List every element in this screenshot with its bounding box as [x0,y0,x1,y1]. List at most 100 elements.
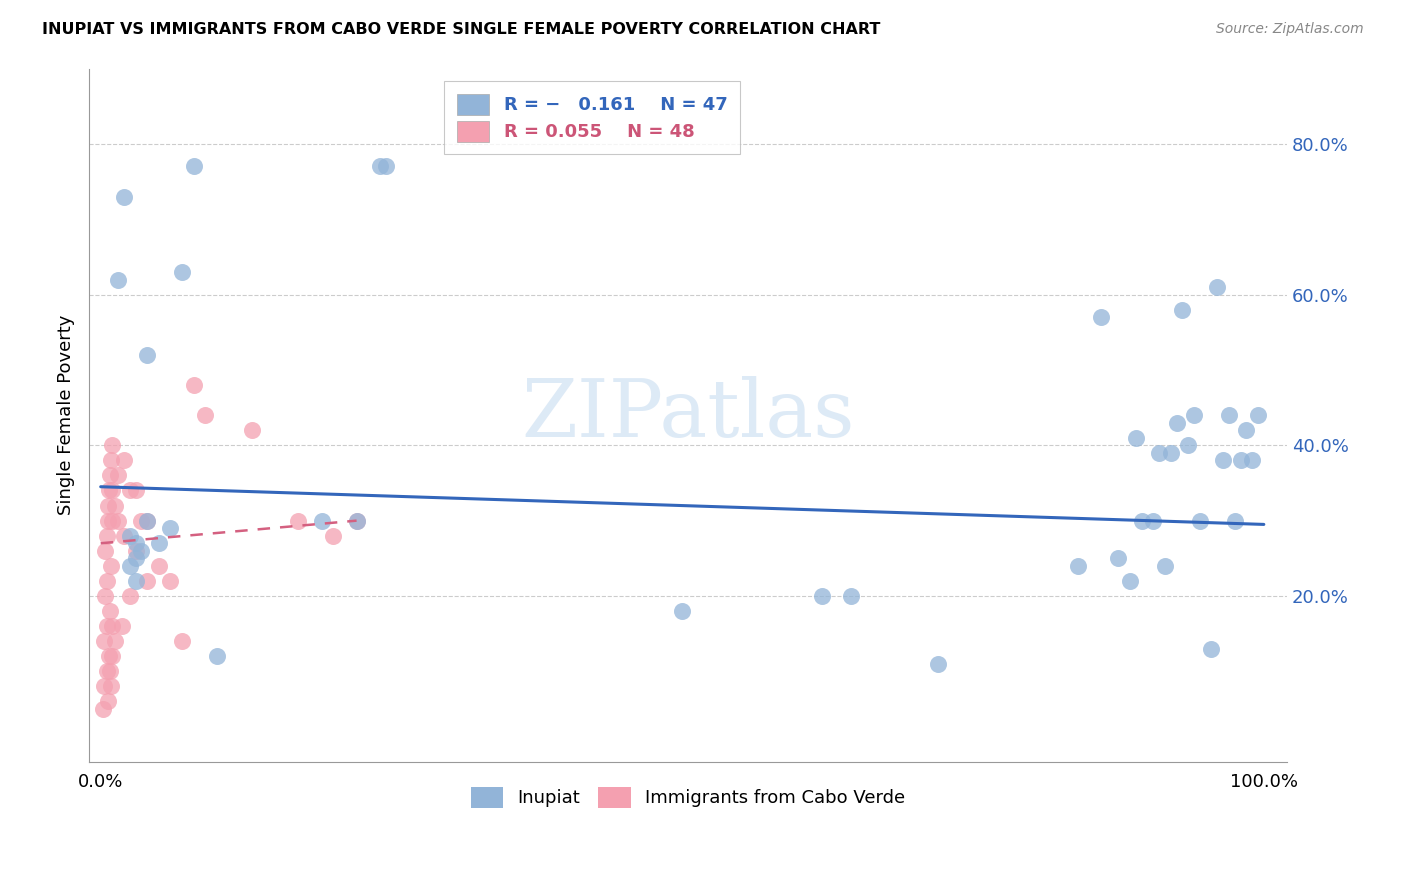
Point [98,468,121,483]
Point [101,483,124,498]
Point [97,514,120,528]
Point [368,160,391,174]
Point [118,529,141,543]
Point [97,694,120,708]
Point [1125,431,1147,445]
Point [1119,574,1142,588]
Text: Source: ZipAtlas.com: Source: ZipAtlas.com [1216,22,1364,37]
Point [1212,453,1234,467]
Point [1130,514,1153,528]
Point [159,521,181,535]
Point [118,558,141,573]
Text: INUPIAT VS IMMIGRANTS FROM CABO VERDE SINGLE FEMALE POVERTY CORRELATION CHART: INUPIAT VS IMMIGRANTS FROM CABO VERDE SI… [42,22,880,37]
Point [124,551,146,566]
Point [1177,438,1199,452]
Point [1206,280,1229,294]
Point [107,468,129,483]
Point [1201,641,1223,656]
Point [97,483,120,498]
Point [96,619,118,633]
Point [98,604,121,618]
Point [100,558,122,573]
Point [1147,446,1170,460]
Point [136,348,159,362]
Point [124,574,146,588]
Point [124,543,146,558]
Point [118,483,141,498]
Point [194,408,217,422]
Point [1241,453,1264,467]
Point [104,499,127,513]
Point [839,589,862,603]
Point [148,536,170,550]
Point [1182,408,1205,422]
Point [93,680,115,694]
Point [93,634,115,648]
Point [98,665,121,679]
Point [346,514,368,528]
Point [107,272,129,286]
Point [131,543,153,558]
Point [183,378,205,392]
Point [100,680,122,694]
Point [1218,408,1240,422]
Point [96,574,118,588]
Point [112,529,135,543]
Point [101,649,124,664]
Point [131,514,153,528]
Point [1160,446,1182,460]
Point [148,558,170,573]
Point [112,189,135,203]
Point [1223,514,1246,528]
Point [107,514,129,528]
Point [240,423,263,437]
Point [811,589,834,603]
Point [96,529,118,543]
Point [91,702,114,716]
Point [1166,416,1188,430]
Point [1142,514,1164,528]
Point [671,604,693,618]
Point [346,514,368,528]
Point [172,634,194,648]
Point [111,619,134,633]
Point [101,438,124,452]
Point [136,514,159,528]
Point [311,514,333,528]
Point [1188,514,1211,528]
Point [183,160,205,174]
Point [96,665,118,679]
Point [374,160,396,174]
Point [101,514,124,528]
Point [124,536,146,550]
Point [322,529,344,543]
Point [112,453,135,467]
Point [97,649,120,664]
Point [124,483,146,498]
Point [118,589,141,603]
Point [1229,453,1251,467]
Point [1154,558,1177,573]
Point [94,589,117,603]
Point [97,499,120,513]
Point [1090,310,1112,325]
Point [100,453,122,467]
Point [136,574,159,588]
Legend: Inupiat, Immigrants from Cabo Verde: Inupiat, Immigrants from Cabo Verde [464,780,912,815]
Point [1067,558,1090,573]
Point [927,657,949,671]
Point [172,265,194,279]
Point [1171,302,1194,317]
Text: ZIPatlas: ZIPatlas [522,376,855,454]
Point [159,574,181,588]
Point [205,649,228,664]
Point [1234,423,1257,437]
Point [136,514,159,528]
Point [101,619,124,633]
Point [1247,408,1270,422]
Y-axis label: Single Female Poverty: Single Female Poverty [58,315,75,516]
Point [287,514,309,528]
Point [1107,551,1129,566]
Point [104,634,127,648]
Point [94,543,117,558]
